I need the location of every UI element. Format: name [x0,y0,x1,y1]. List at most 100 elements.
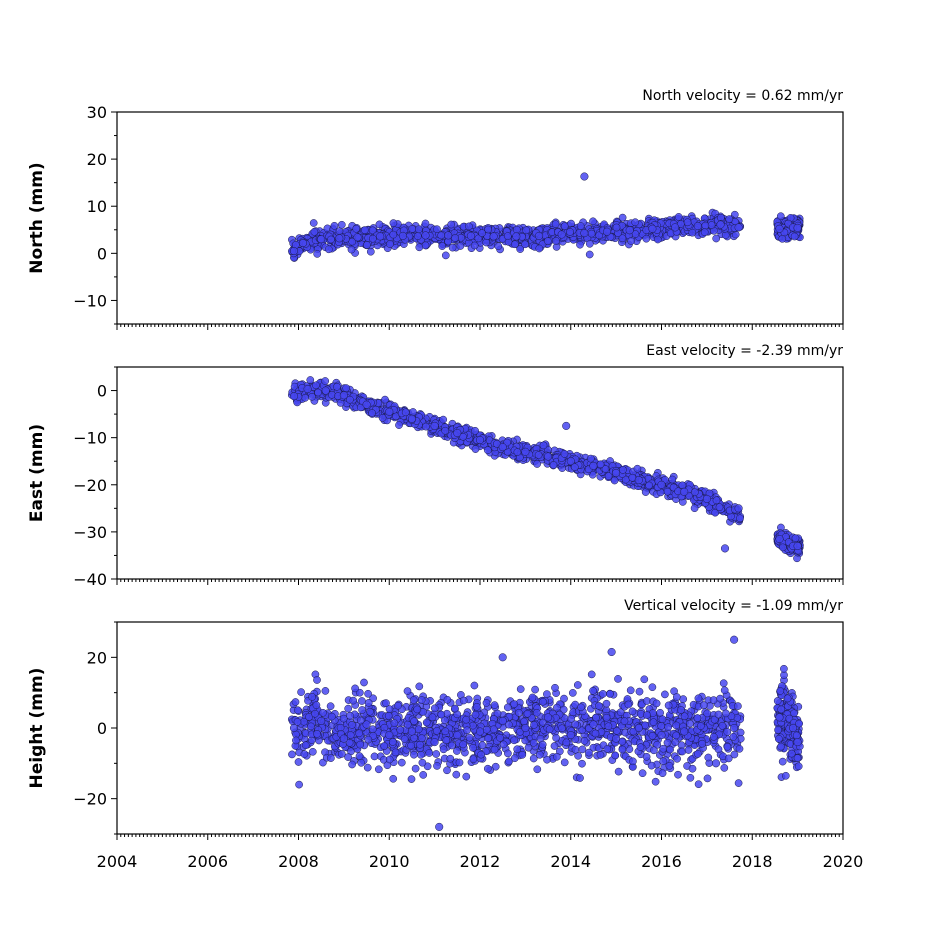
height-data-point [577,703,585,712]
east-data-point [712,496,721,505]
height-data-point [688,764,697,773]
height-data-point [592,713,600,722]
north-data-point [448,243,457,252]
east-data-point [407,414,416,423]
height-data-point [729,733,738,741]
height-data-point [664,701,673,710]
height-data-point [510,736,518,745]
height-data-point [647,761,656,770]
height-data-point [704,753,713,762]
east-data-point [471,426,479,435]
height-data-point [658,715,667,724]
north-data-point [618,213,627,222]
height-data-point [693,714,702,722]
height-data-point [311,709,319,718]
height-data-point [288,750,296,759]
height-data-point [510,754,519,763]
height-data-point [348,760,356,769]
height-data-point [407,741,415,750]
north-data-point [535,244,544,253]
height-data-point [317,716,326,725]
height-data-point [661,690,669,699]
height-data-point [703,709,712,718]
height-data-point [293,718,302,726]
height-data-point [734,779,743,787]
north-data-point [466,231,475,240]
height-data-point [326,702,335,711]
height-data-point [684,746,693,754]
east-data-point [549,461,558,469]
east-data-point [566,457,575,466]
height-data-point [366,707,374,716]
height-data-point [430,704,439,713]
height-data-point [437,710,446,719]
height-data-point [730,635,739,644]
height-data-point [384,711,393,720]
north-data-point [775,224,784,233]
north-data-point [433,225,441,234]
east-data-point [544,452,553,461]
height-data-point [452,770,461,779]
height-data-point [459,696,468,705]
north-data-point [456,242,465,250]
height-data-point [657,731,666,740]
height-data-point [544,713,553,722]
east-data-point [333,382,341,391]
height-data-point [783,694,792,703]
height-data-point [656,708,664,717]
north-data-point [408,225,417,233]
north-data-point [693,221,702,231]
east-data-point [601,465,610,473]
height-data-point [339,714,348,723]
height-data-point [793,754,802,762]
height-data-point [348,721,356,729]
height-data-point [305,713,313,721]
height-data-point [602,713,611,722]
height-data-point [469,755,478,764]
height-data-point [550,742,559,750]
east-data-point [612,468,621,478]
north-data-point [363,241,371,249]
height-data-point [634,723,643,733]
height-data-point [714,710,723,719]
north-data-point [376,232,385,241]
north-data-point [716,220,725,229]
east-data-point [314,388,322,397]
height-data-point [658,769,667,778]
east-data-point [306,376,315,384]
north-data-point [776,212,785,221]
height-data-point [355,729,363,738]
height-data-point [453,747,461,755]
east-velocity-annotation: East velocity = -2.39 mm/yr [646,343,843,359]
height-data-point [560,694,568,703]
height-data-point [529,754,538,763]
height-data-point [614,767,623,776]
height-data-point [611,751,620,760]
north-data-point [589,217,597,226]
east-data-point [633,464,642,473]
height-data-point [694,694,703,703]
north-data-point [790,232,799,241]
east-data-point [342,384,351,392]
height-data-point [666,745,674,754]
east-data-point [690,504,699,513]
height-data-point [659,757,668,766]
east-data-point [368,409,376,417]
height-data-point [640,675,649,684]
height-data-point [696,722,705,730]
north-data-point [631,218,640,227]
east-data-point [453,428,462,438]
north-data-point [353,233,362,242]
height-data-point [614,675,622,683]
north-data-point [309,219,318,227]
east-data-point [301,393,310,402]
height-data-point [794,762,803,771]
height-data-point [498,716,507,725]
height-data-point [370,752,379,761]
height-data-point [589,720,598,729]
north-data-point [327,235,335,244]
height-data-point [694,750,702,758]
height-data-point [777,705,786,714]
height-data-point [671,738,680,747]
east-data-point [321,386,330,395]
